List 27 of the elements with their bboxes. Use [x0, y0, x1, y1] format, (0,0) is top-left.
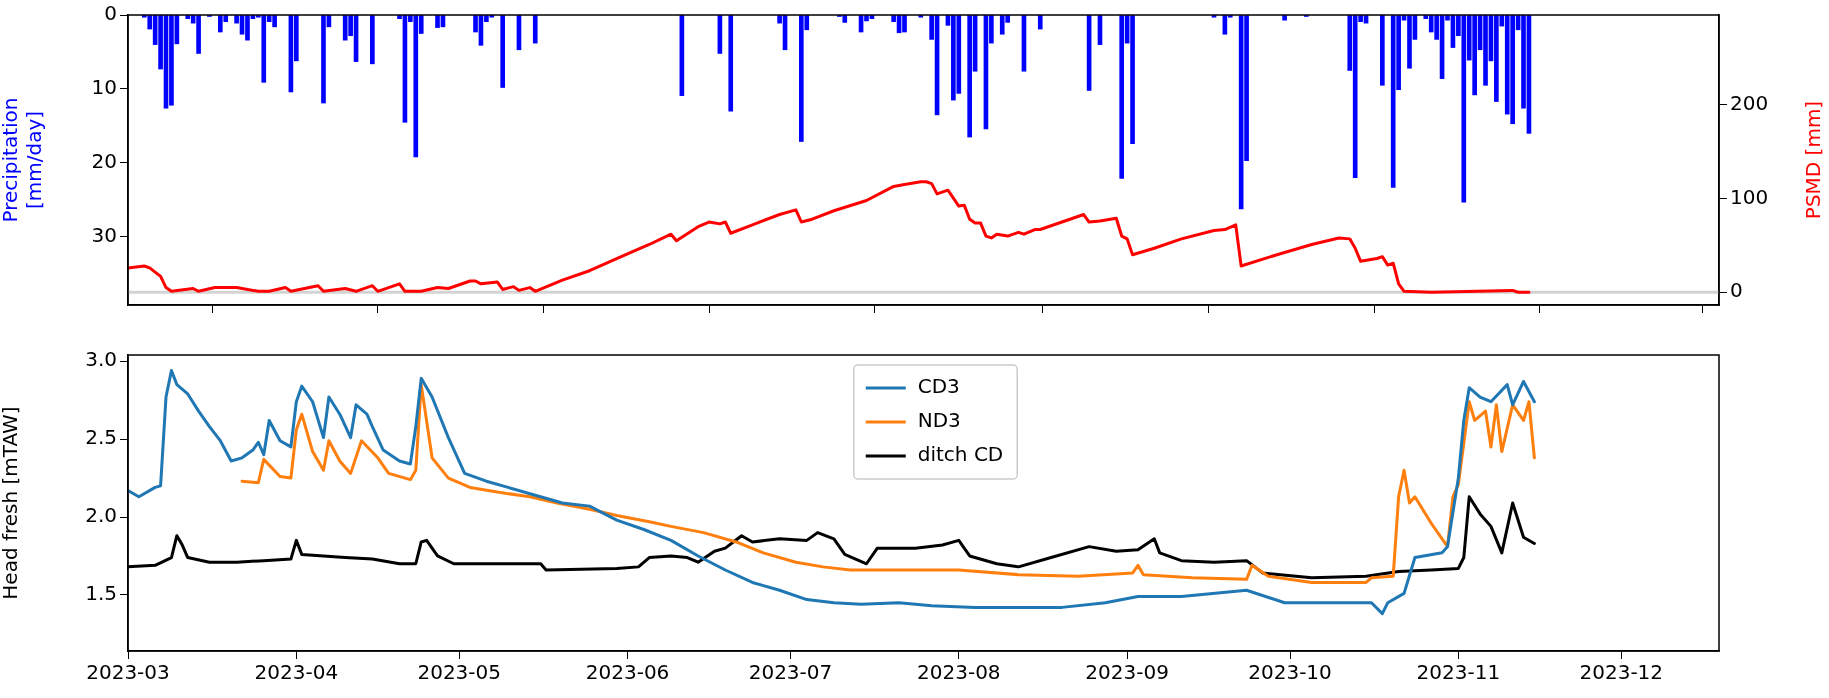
x-tick-label: 2023-05	[417, 660, 502, 685]
y-tick-label: 10	[91, 75, 117, 100]
x-tick-label: 2023-06	[585, 660, 670, 685]
legend-label: ditch CD	[917, 442, 1004, 467]
y-tick-label: 2.0	[85, 503, 117, 528]
y2-tick-label: 0	[1730, 278, 1743, 303]
y-tick-label: 0	[104, 1, 117, 26]
y-tick-label: 1.5	[85, 581, 117, 606]
x-tick-label: 2023-03	[86, 660, 170, 685]
y-tick-label: 30	[91, 223, 117, 248]
y-tick-label: 2.5	[85, 425, 117, 450]
y-tick-label: 20	[91, 149, 117, 174]
y-axis-title: Head fresh [mTAW]	[0, 406, 23, 600]
x-tick-label: 2023-11	[1416, 660, 1501, 685]
legend-label: ND3	[917, 408, 961, 433]
x-tick-label: 2023-08	[917, 660, 1001, 685]
y-axis-title: Precipitation [mm/day]	[0, 97, 47, 223]
y2-tick-label: 100	[1730, 184, 1769, 209]
x-tick-label: 2023-10	[1248, 660, 1332, 685]
x-tick-label: 2023-09	[1085, 660, 1169, 685]
x-tick-label: 2023-12	[1579, 660, 1664, 685]
legend-label: CD3	[917, 374, 960, 399]
y2-tick-label: 200	[1730, 91, 1769, 116]
x-tick-label: 2023-04	[254, 660, 339, 685]
y-tick-label: 3.0	[85, 347, 117, 372]
y2-axis-title: PSMD [mm]	[1801, 100, 1826, 220]
x-tick-label: 2023-07	[748, 660, 833, 685]
